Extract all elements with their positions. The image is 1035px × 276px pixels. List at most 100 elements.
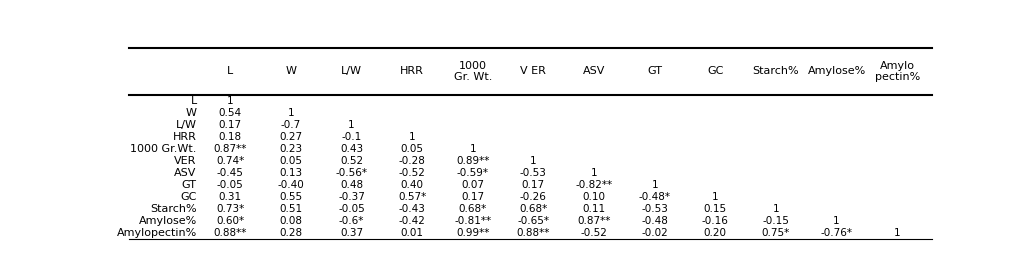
Text: GC: GC [180, 192, 197, 202]
Text: 0.54: 0.54 [218, 108, 242, 118]
Text: -0.45: -0.45 [217, 168, 243, 178]
Text: -0.52: -0.52 [581, 228, 608, 238]
Text: 0.10: 0.10 [583, 192, 605, 202]
Text: 0.23: 0.23 [279, 144, 302, 154]
Text: 0.28: 0.28 [279, 228, 302, 238]
Text: 1000
Gr. Wt.: 1000 Gr. Wt. [453, 60, 492, 82]
Text: -0.48*: -0.48* [639, 192, 671, 202]
Text: 0.88**: 0.88** [213, 228, 247, 238]
Text: 0.17: 0.17 [462, 192, 484, 202]
Text: -0.81**: -0.81** [454, 216, 492, 226]
Text: 1: 1 [288, 108, 294, 118]
Text: 1000 Gr.Wt.: 1000 Gr.Wt. [130, 144, 197, 154]
Text: 1: 1 [833, 216, 839, 226]
Text: 1: 1 [227, 96, 234, 106]
Text: 1: 1 [772, 204, 779, 214]
Text: 0.52: 0.52 [339, 156, 363, 166]
Text: -0.26: -0.26 [520, 192, 546, 202]
Text: 0.51: 0.51 [279, 204, 302, 214]
Text: -0.76*: -0.76* [821, 228, 853, 238]
Text: 0.74*: 0.74* [216, 156, 244, 166]
Text: -0.6*: -0.6* [338, 216, 364, 226]
Text: 0.88**: 0.88** [516, 228, 550, 238]
Text: V ER: V ER [521, 66, 546, 76]
Text: GC: GC [707, 66, 723, 76]
Text: 0.43: 0.43 [339, 144, 363, 154]
Text: 0.89**: 0.89** [456, 156, 490, 166]
Text: Amylose%: Amylose% [807, 66, 865, 76]
Text: L: L [227, 66, 234, 76]
Text: ASV: ASV [174, 168, 197, 178]
Text: 0.17: 0.17 [522, 180, 545, 190]
Text: 0.27: 0.27 [279, 132, 302, 142]
Text: -0.65*: -0.65* [518, 216, 550, 226]
Text: 0.05: 0.05 [401, 144, 423, 154]
Text: -0.7: -0.7 [280, 120, 301, 130]
Text: 1: 1 [470, 144, 476, 154]
Text: 1: 1 [409, 132, 415, 142]
Text: W: W [185, 108, 197, 118]
Text: -0.37: -0.37 [338, 192, 365, 202]
Text: -0.43: -0.43 [398, 204, 425, 214]
Text: 0.57*: 0.57* [398, 192, 426, 202]
Text: 0.40: 0.40 [401, 180, 423, 190]
Text: -0.48: -0.48 [642, 216, 669, 226]
Text: Starch%: Starch% [150, 204, 197, 214]
Text: -0.52: -0.52 [398, 168, 425, 178]
Text: 0.17: 0.17 [218, 120, 242, 130]
Text: 0.18: 0.18 [218, 132, 242, 142]
Text: 0.55: 0.55 [279, 192, 302, 202]
Text: -0.56*: -0.56* [335, 168, 367, 178]
Text: -0.16: -0.16 [702, 216, 729, 226]
Text: 1: 1 [348, 120, 355, 130]
Text: GT: GT [182, 180, 197, 190]
Text: 1: 1 [712, 192, 718, 202]
Text: -0.53: -0.53 [520, 168, 546, 178]
Text: 1: 1 [591, 168, 597, 178]
Text: 0.75*: 0.75* [762, 228, 790, 238]
Text: Starch%: Starch% [752, 66, 799, 76]
Text: L: L [190, 96, 197, 106]
Text: 1: 1 [530, 156, 537, 166]
Text: 0.73*: 0.73* [216, 204, 244, 214]
Text: -0.40: -0.40 [277, 180, 304, 190]
Text: 0.08: 0.08 [279, 216, 302, 226]
Text: 1: 1 [894, 228, 900, 238]
Text: 1: 1 [651, 180, 658, 190]
Text: -0.15: -0.15 [763, 216, 790, 226]
Text: 0.05: 0.05 [279, 156, 302, 166]
Text: L/W: L/W [341, 66, 362, 76]
Text: GT: GT [647, 66, 662, 76]
Text: ASV: ASV [583, 66, 605, 76]
Text: -0.05: -0.05 [217, 180, 243, 190]
Text: 0.68*: 0.68* [520, 204, 548, 214]
Text: 0.48: 0.48 [339, 180, 363, 190]
Text: L/W: L/W [176, 120, 197, 130]
Text: 0.07: 0.07 [462, 180, 484, 190]
Text: HRR: HRR [173, 132, 197, 142]
Text: 0.60*: 0.60* [216, 216, 244, 226]
Text: 0.15: 0.15 [704, 204, 727, 214]
Text: VER: VER [174, 156, 197, 166]
Text: Amylo
pectin%: Amylo pectin% [875, 60, 920, 82]
Text: -0.59*: -0.59* [456, 168, 489, 178]
Text: -0.53: -0.53 [642, 204, 669, 214]
Text: -0.02: -0.02 [642, 228, 668, 238]
Text: -0.42: -0.42 [398, 216, 425, 226]
Text: 0.68*: 0.68* [459, 204, 486, 214]
Text: 0.99**: 0.99** [456, 228, 490, 238]
Text: 0.87**: 0.87** [578, 216, 611, 226]
Text: -0.82**: -0.82** [575, 180, 613, 190]
Text: 0.01: 0.01 [401, 228, 423, 238]
Text: 0.37: 0.37 [339, 228, 363, 238]
Text: -0.28: -0.28 [398, 156, 425, 166]
Text: W: W [286, 66, 296, 76]
Text: -0.05: -0.05 [338, 204, 365, 214]
Text: -0.1: -0.1 [342, 132, 361, 142]
Text: 0.20: 0.20 [704, 228, 727, 238]
Text: 0.87**: 0.87** [213, 144, 247, 154]
Text: Amylopectin%: Amylopectin% [117, 228, 197, 238]
Text: 0.11: 0.11 [583, 204, 605, 214]
Text: 0.13: 0.13 [279, 168, 302, 178]
Text: Amylose%: Amylose% [139, 216, 197, 226]
